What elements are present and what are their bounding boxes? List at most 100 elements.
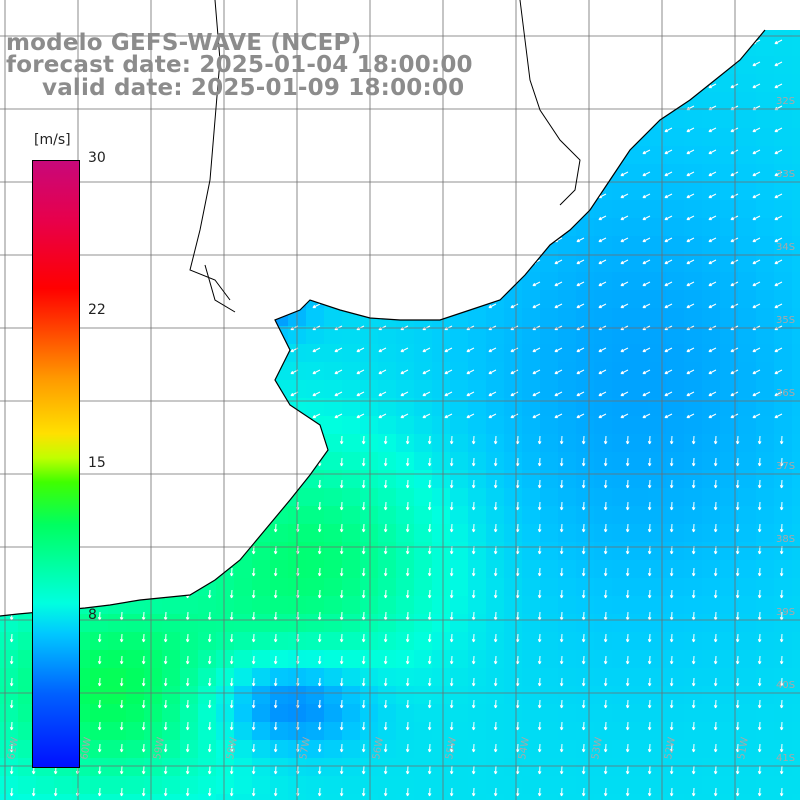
speed-cell	[378, 758, 397, 777]
wind-arrow	[559, 765, 564, 775]
wind-arrow	[510, 369, 519, 375]
wind-arrow	[537, 589, 542, 599]
speed-cell	[540, 650, 559, 669]
speed-cell	[324, 398, 343, 417]
speed-cell	[504, 344, 523, 363]
speed-cell	[792, 38, 800, 57]
speed-cell	[702, 506, 721, 525]
wind-arrow	[493, 765, 498, 775]
wind-arrow	[405, 501, 410, 511]
wind-arrow	[493, 457, 498, 467]
speed-cell	[738, 434, 757, 453]
speed-cell	[720, 524, 739, 543]
wind-arrow	[603, 677, 608, 687]
speed-cell	[468, 380, 487, 399]
speed-cell	[774, 146, 793, 165]
wind-arrow	[779, 787, 784, 797]
speed-cell	[450, 524, 469, 543]
speed-cell	[594, 416, 613, 435]
speed-cell	[774, 632, 793, 651]
lon-label: 54W	[517, 736, 532, 760]
wind-arrow	[537, 655, 542, 665]
speed-cell	[612, 596, 631, 615]
speed-cell	[540, 524, 559, 543]
speed-cell	[252, 722, 271, 741]
speed-cell	[144, 596, 163, 615]
speed-cell	[342, 740, 361, 759]
wind-arrow	[471, 699, 476, 709]
wind-arrow	[449, 677, 454, 687]
speed-cell	[378, 722, 397, 741]
wind-arrow	[691, 435, 696, 445]
wind-arrow	[730, 193, 739, 199]
wind-arrow	[405, 787, 410, 797]
speed-cell	[702, 596, 721, 615]
wind-arrow	[752, 347, 761, 353]
speed-cell	[324, 488, 343, 507]
wind-arrow	[669, 457, 674, 467]
speed-cell	[756, 416, 775, 435]
wind-arrow	[334, 347, 343, 353]
speed-cell	[666, 290, 685, 309]
speed-cell	[324, 362, 343, 381]
speed-cell	[702, 758, 721, 777]
speed-cell	[432, 506, 451, 525]
speed-cell	[540, 776, 559, 795]
wind-arrow	[735, 457, 740, 467]
wind-arrow	[515, 501, 520, 511]
wind-arrow	[251, 655, 256, 665]
speed-cell	[648, 344, 667, 363]
wind-arrow	[532, 369, 541, 375]
wind-arrow	[427, 479, 432, 489]
speed-cell	[504, 596, 523, 615]
wind-arrow	[669, 435, 674, 445]
speed-cell	[486, 488, 505, 507]
wind-arrow	[669, 743, 674, 753]
speed-cell	[540, 272, 559, 291]
wind-arrow	[383, 721, 388, 731]
speed-cell	[774, 776, 793, 795]
speed-cell	[666, 560, 685, 579]
speed-cell	[558, 740, 577, 759]
wind-arrow	[686, 303, 695, 309]
speed-cell	[198, 596, 217, 615]
speed-cell	[576, 632, 595, 651]
speed-cell	[432, 398, 451, 417]
wind-arrow	[537, 523, 542, 533]
speed-cell	[378, 488, 397, 507]
speed-cell	[576, 488, 595, 507]
wind-arrow	[229, 589, 234, 599]
speed-cell	[792, 128, 800, 147]
speed-cell	[774, 434, 793, 453]
wind-arrow	[515, 655, 520, 665]
speed-cell	[522, 596, 541, 615]
speed-cell	[36, 776, 55, 795]
speed-cell	[342, 524, 361, 543]
speed-cell	[522, 794, 541, 800]
speed-cell	[558, 524, 577, 543]
wind-arrow	[757, 765, 762, 775]
wind-arrow	[515, 589, 520, 599]
speed-cell	[324, 578, 343, 597]
wind-arrow	[185, 787, 190, 797]
speed-cell	[522, 704, 541, 723]
wind-arrow	[625, 765, 630, 775]
wind-arrow	[185, 765, 190, 775]
speed-cell	[648, 722, 667, 741]
speed-cell	[630, 722, 649, 741]
speed-cell	[468, 596, 487, 615]
wind-arrow	[383, 457, 388, 467]
wind-arrow	[686, 171, 695, 177]
wind-arrow	[735, 677, 740, 687]
speed-cell	[162, 758, 181, 777]
speed-cell	[630, 506, 649, 525]
speed-cell	[630, 614, 649, 633]
speed-cell	[540, 740, 559, 759]
border-line	[189, 0, 581, 313]
wind-arrow	[757, 435, 762, 445]
wind-arrow	[730, 281, 739, 287]
wind-arrow	[273, 633, 278, 643]
speed-cell	[540, 542, 559, 561]
speed-cell	[684, 470, 703, 489]
speed-cell	[414, 452, 433, 471]
